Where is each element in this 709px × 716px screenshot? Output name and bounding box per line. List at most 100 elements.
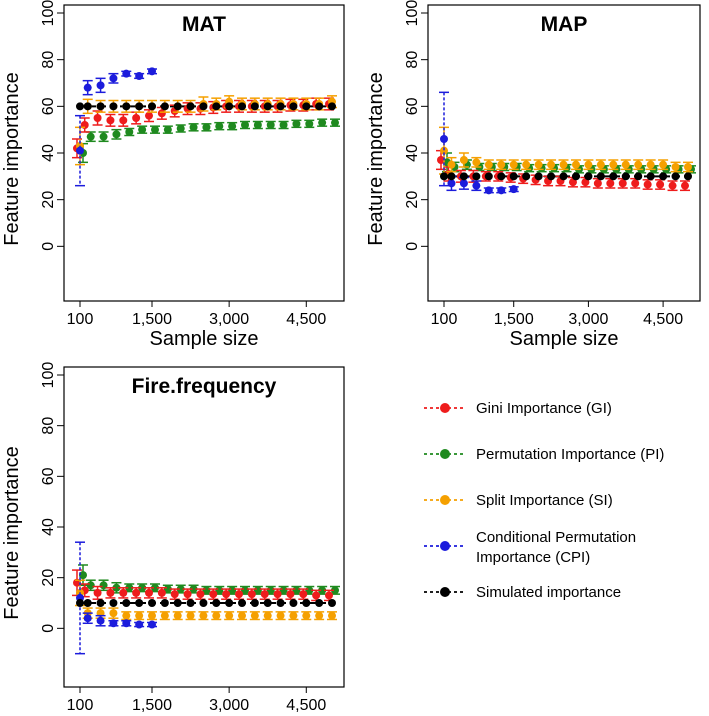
cpi-point bbox=[109, 619, 118, 628]
simulated-point bbox=[671, 172, 680, 181]
legend-marker bbox=[440, 541, 450, 551]
pi-point bbox=[112, 130, 121, 139]
simulated-point bbox=[440, 172, 448, 181]
y-tick-label: 80 bbox=[404, 51, 421, 69]
legend-label: Conditional Permutation bbox=[476, 529, 636, 546]
pi-point bbox=[138, 583, 147, 592]
gi-point bbox=[157, 588, 166, 597]
cpi-point bbox=[484, 186, 493, 195]
pi-point bbox=[79, 571, 87, 580]
si-point bbox=[684, 163, 692, 171]
cpi-point bbox=[83, 83, 92, 92]
simulated-point bbox=[621, 172, 630, 181]
simulated-point bbox=[238, 599, 246, 607]
x-tick-label: 4,500 bbox=[286, 311, 326, 328]
simulated-point bbox=[212, 102, 221, 111]
panel-1: MAT 0 20 40 60 80 100 100 1,500 3,000 4,500 Sample … bbox=[1, 0, 345, 350]
simulated-point bbox=[250, 599, 259, 607]
gi-point bbox=[593, 179, 602, 188]
gi-point bbox=[119, 588, 128, 597]
pi-point bbox=[318, 118, 327, 127]
y-tick-label: 20 bbox=[404, 191, 421, 209]
si-point bbox=[148, 611, 156, 620]
gi-point bbox=[157, 109, 166, 118]
pi-point bbox=[163, 125, 172, 134]
si-point bbox=[484, 160, 493, 169]
simulated-point bbox=[212, 599, 221, 607]
x-tick-label: 3,000 bbox=[209, 697, 249, 714]
gi-point bbox=[183, 590, 192, 599]
cpi-point bbox=[83, 614, 92, 623]
simulated-point bbox=[659, 172, 668, 181]
x-tick-label: 100 bbox=[67, 311, 94, 328]
cpi-point bbox=[122, 69, 131, 78]
simulated-point bbox=[135, 599, 144, 607]
simulated-point bbox=[328, 102, 336, 111]
si-point bbox=[173, 611, 182, 620]
pi-point bbox=[176, 585, 185, 594]
legend-item-pi: Permutation Importance (PI) bbox=[424, 446, 664, 463]
panel-title: Fire.frequency bbox=[132, 375, 277, 398]
legend-item-cpi: Conditional Permutation Importance (CPI) bbox=[424, 529, 636, 566]
x-tick-label: 3,000 bbox=[209, 311, 249, 328]
simulated-point bbox=[109, 102, 118, 111]
gi-point bbox=[145, 588, 153, 597]
simulated-point bbox=[186, 599, 195, 607]
legend: Gini Importance (GI) Permutation Importan… bbox=[424, 400, 664, 601]
y-tick-label: 80 bbox=[40, 51, 57, 69]
legend-label: Gini Importance (GI) bbox=[476, 400, 612, 417]
si-point bbox=[186, 611, 195, 620]
x-axis-title: Sample size bbox=[510, 328, 619, 350]
pi-point bbox=[305, 119, 314, 128]
y-tick-label: 40 bbox=[404, 144, 421, 162]
pi-point bbox=[215, 122, 224, 131]
legend-item-gi: Gini Importance (GI) bbox=[424, 400, 612, 417]
gi-point bbox=[106, 116, 115, 125]
legend-item-si: Split Importance (SI) bbox=[424, 492, 613, 509]
panel-2: MAP 0 20 40 60 80 100 100 1,500 3,000 4,500 Sample … bbox=[365, 0, 701, 350]
y-tick-label: 60 bbox=[404, 97, 421, 115]
x-axis-title: Sample size bbox=[150, 714, 259, 716]
simulated-point bbox=[122, 102, 131, 111]
si-point bbox=[328, 611, 336, 620]
si-point bbox=[509, 160, 518, 169]
si-point bbox=[160, 611, 169, 620]
si-point bbox=[584, 160, 593, 169]
simulated-point bbox=[225, 102, 234, 111]
pi-point bbox=[279, 121, 288, 129]
y-axis-title: Feature importance bbox=[1, 446, 23, 619]
pi-point bbox=[202, 123, 211, 132]
cpi-point bbox=[148, 620, 156, 629]
gi-point bbox=[325, 591, 333, 600]
simulated-point bbox=[96, 599, 105, 607]
x-tick-label: 1,500 bbox=[494, 311, 534, 328]
pi-point bbox=[253, 121, 262, 129]
si-point bbox=[276, 611, 285, 620]
legend-item-sim: Simulated importance bbox=[424, 584, 621, 601]
gi-point bbox=[209, 590, 218, 599]
x-axis-title: Sample size bbox=[150, 328, 259, 350]
si-point bbox=[212, 611, 221, 620]
simulated-point bbox=[263, 102, 272, 111]
y-tick-label: 100 bbox=[40, 0, 57, 26]
simulated-point bbox=[559, 172, 568, 181]
simulated-point bbox=[160, 599, 169, 607]
gi-point bbox=[668, 181, 677, 190]
pi-point bbox=[266, 121, 275, 129]
pi-point bbox=[125, 583, 134, 592]
gi-point bbox=[93, 114, 102, 122]
gi-point bbox=[437, 156, 445, 164]
simulated-point bbox=[76, 102, 84, 111]
legend-label: Importance (CPI) bbox=[476, 549, 590, 566]
si-point bbox=[522, 160, 531, 169]
gi-point bbox=[286, 590, 295, 599]
x-tick-label: 100 bbox=[431, 311, 458, 328]
gi-point bbox=[618, 179, 627, 188]
pi-point bbox=[331, 586, 339, 595]
gi-point bbox=[247, 590, 256, 599]
cpi-point bbox=[76, 146, 84, 155]
si-point bbox=[621, 160, 630, 169]
simulated-point bbox=[83, 102, 92, 111]
gi-point bbox=[273, 590, 282, 599]
